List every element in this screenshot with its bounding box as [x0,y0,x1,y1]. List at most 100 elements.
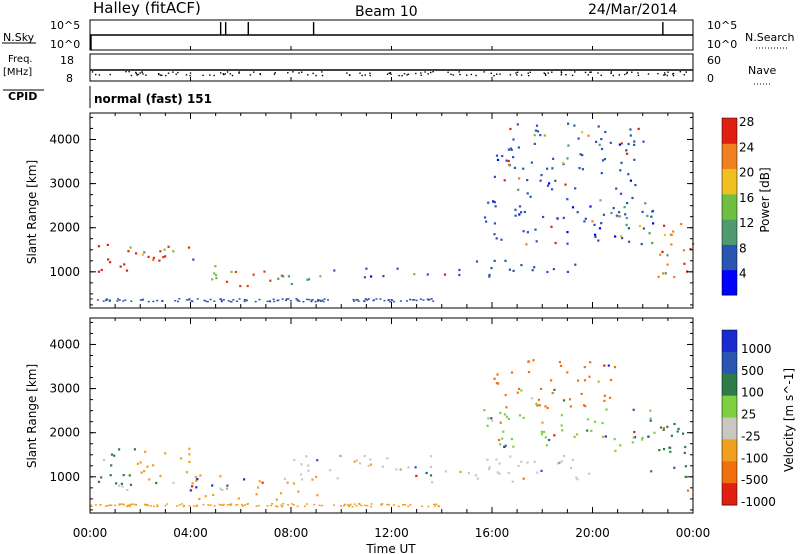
scatter-cell [510,148,513,151]
scatter-cell [188,505,191,507]
nave-point [185,74,188,76]
nave-label: Nave [748,64,776,77]
nave-point [292,71,294,73]
scatter-cell [206,300,209,303]
nave-point [420,74,422,76]
nave-point [224,73,226,75]
nave-point [109,73,111,76]
scatter-cell [122,300,125,302]
scatter-cell [598,143,601,146]
scatter-cell [143,470,146,473]
scatter-cell [435,503,438,505]
scatter-cell [551,167,554,170]
velocity-colorbar-label: Velocity [m s^-1] [782,368,796,472]
scatter-cell [307,278,311,281]
colorbar-tick-label: 25 [741,408,756,422]
nave-point [590,71,592,73]
nave-point [130,74,133,77]
scatter-cell [336,477,339,480]
scatter-cell [662,448,666,451]
scatter-cell [281,505,284,507]
velocity-colorbar: 1000 500 100 25 -25 -100 -500 -1000 [721,329,776,509]
nave-point [516,71,519,73]
scatter-cell [533,460,536,463]
scatter-cell [183,504,185,507]
scatter-cell [548,182,551,185]
scatter-cell [493,201,496,204]
scatter-cell [576,478,579,481]
scatter-cell [543,134,546,137]
scatter-cell [597,239,600,242]
scatter-cell [571,206,575,209]
nave-point [610,71,612,73]
nave-point [597,72,599,74]
scatter-cell [306,278,309,281]
velocity-panel-frame [89,317,694,514]
x-tick-label: 08:00 [274,526,309,540]
scatter-cell [626,202,629,205]
scatter-cell [615,214,618,217]
scatter-cell [550,188,554,191]
scatter-cell [576,433,579,436]
scatter-cell [366,504,369,507]
scatter-cell [348,504,351,507]
scatter-cell [486,458,489,461]
scatter-cell [295,298,298,300]
scatter-cell [225,487,229,490]
scatter-cell [631,441,634,444]
nave-point [527,72,529,74]
scatter-cell [507,471,510,474]
scatter-cell [601,435,605,438]
scatter-cell [627,227,630,230]
power-ylabel: Slant Range [km] [25,160,39,264]
scatter-cell [539,179,542,182]
scatter-cell [218,503,221,506]
scatter-cell [560,460,563,463]
scatter-cell [300,463,303,466]
nave-point [189,74,191,77]
scatter-cell [566,231,569,234]
scatter-cell [316,494,319,497]
nave-point [238,72,240,74]
scatter-cell [490,419,494,422]
scatter-cell [584,217,587,220]
scatter-cell [602,213,605,216]
scatter-cell [514,208,517,211]
scatter-cell [543,430,546,433]
nave-point [141,71,143,73]
scatter-cell [383,299,386,302]
scatter-cell [409,298,411,301]
scatter-cell [275,498,278,501]
scatter-cell [562,163,565,166]
nave-point [430,71,432,74]
nave-point [346,72,348,74]
nave-point [369,74,371,77]
scatter-cell [490,267,493,270]
scatter-cell [196,298,199,300]
scatter-cell [397,505,400,508]
scatter-cell [261,481,264,484]
scatter-cell [520,460,523,463]
scatter-cell [146,504,149,506]
scatter-cell [614,449,617,452]
nave-point [223,73,225,76]
nave-point [527,74,530,77]
scatter-cell [631,196,634,200]
nave-point [189,72,192,74]
scatter-cell [633,436,637,439]
scatter-cell [352,298,355,301]
nave-point [458,71,460,73]
nave-point [666,74,668,77]
scatter-cell [188,460,191,463]
colorbar-tick-label: 20 [739,166,754,180]
scatter-cell [243,299,246,301]
scatter-cell [413,299,416,301]
scatter-cell [510,371,514,374]
scatter-cell [495,237,498,240]
scatter-cell [604,130,607,134]
scatter-cell [306,503,308,505]
scatter-cell [188,298,191,300]
nave-point [137,73,140,76]
scatter-cell [546,167,549,170]
nave-point [432,71,434,73]
